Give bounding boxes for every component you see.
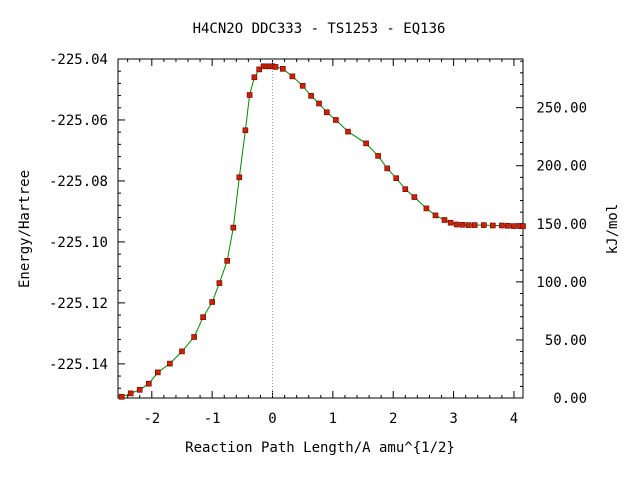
data-point xyxy=(471,222,478,228)
data-point xyxy=(384,165,391,172)
data-point xyxy=(465,222,472,228)
data-point xyxy=(230,224,237,231)
data-point xyxy=(299,83,306,89)
data-point xyxy=(236,174,243,181)
data-point xyxy=(242,127,249,134)
y2-tick-label: 100.00 xyxy=(536,275,587,291)
data-point xyxy=(216,280,223,286)
y-axis-label: Energy/Hartree xyxy=(17,170,33,288)
y2-axis-label: kJ/mol xyxy=(605,204,621,255)
data-point xyxy=(459,222,466,228)
data-point xyxy=(333,117,339,123)
data-point xyxy=(511,223,517,229)
y-tick-label: -225.12 xyxy=(49,296,108,312)
data-point xyxy=(127,390,134,397)
data-point xyxy=(489,222,496,229)
data-point xyxy=(411,194,418,200)
data-point xyxy=(272,64,279,70)
y-tick-label: -225.08 xyxy=(49,174,108,190)
data-point xyxy=(209,299,215,305)
y2-tick-label: 0.00 xyxy=(553,391,587,407)
data-point xyxy=(402,186,409,192)
y-tick-label: -225.14 xyxy=(49,357,108,373)
data-point xyxy=(191,334,197,340)
data-point xyxy=(480,222,487,228)
data-point xyxy=(251,74,258,81)
y2-tick-label: 50.00 xyxy=(545,333,587,349)
data-point xyxy=(447,219,454,226)
y2-tick-label: 200.00 xyxy=(536,159,587,175)
data-point xyxy=(520,223,526,229)
data-point xyxy=(118,393,125,400)
data-point xyxy=(363,140,369,147)
x-tick-label: 0 xyxy=(268,411,276,427)
x-tick-label: 3 xyxy=(449,411,457,427)
data-point xyxy=(432,212,439,219)
x-tick-label: 2 xyxy=(389,411,397,427)
data-point xyxy=(308,93,314,99)
series xyxy=(118,63,526,400)
data-point xyxy=(499,222,505,229)
data-point xyxy=(167,360,173,367)
x-tick-label: 1 xyxy=(329,411,337,427)
x-tick-label: 4 xyxy=(510,411,518,427)
data-point xyxy=(289,73,296,80)
chart-title: H4CN2O DDC333 - TS1253 - EQ136 xyxy=(193,21,446,37)
y-tick-label: -225.04 xyxy=(49,52,108,68)
data-point xyxy=(441,217,448,223)
data-point xyxy=(316,100,322,107)
data-point xyxy=(453,221,460,228)
data-point xyxy=(345,128,351,135)
data-point xyxy=(136,386,143,393)
data-point xyxy=(146,380,152,387)
x-tick-label: -2 xyxy=(143,411,160,427)
axes xyxy=(117,58,524,399)
data-point xyxy=(179,348,185,355)
data-point xyxy=(423,205,430,212)
y2-tick-label: 150.00 xyxy=(536,217,587,233)
x-tick-label: -1 xyxy=(204,411,221,427)
data-point xyxy=(393,175,400,181)
x-axis-label: Reaction Path Length/A amu^{1/2} xyxy=(185,440,455,456)
data-point xyxy=(200,314,206,321)
plot-frame xyxy=(117,58,524,399)
data-point xyxy=(224,257,230,264)
data-point xyxy=(375,153,381,159)
data-point xyxy=(505,223,511,229)
data-point xyxy=(279,66,286,72)
y-tick-label: -225.10 xyxy=(49,235,108,251)
data-point xyxy=(256,66,263,73)
data-point xyxy=(155,369,161,376)
data-point xyxy=(323,109,330,116)
data-point xyxy=(246,92,253,98)
y2-tick-label: 250.00 xyxy=(536,101,587,117)
y-tick-label: -225.06 xyxy=(49,113,108,129)
series-line xyxy=(121,65,523,398)
ticks: -2 -1 0 1 2 3 4 -225.04 -225.06 -225.08 -225.10 -22… xyxy=(49,52,587,427)
